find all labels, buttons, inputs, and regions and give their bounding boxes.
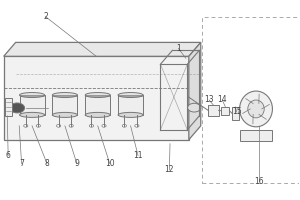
Circle shape (102, 124, 106, 127)
Ellipse shape (118, 112, 143, 117)
Bar (20, 95, 45, 115)
Polygon shape (189, 42, 201, 140)
Ellipse shape (85, 93, 110, 98)
Text: 10: 10 (105, 159, 115, 168)
Text: 8: 8 (45, 159, 50, 168)
Text: 7: 7 (19, 159, 24, 168)
Bar (118, 95, 143, 115)
Bar (208, 105, 219, 116)
Ellipse shape (118, 93, 143, 98)
Bar (4, 56, 189, 140)
Ellipse shape (20, 112, 45, 117)
Circle shape (89, 124, 94, 127)
Text: 9: 9 (74, 159, 79, 168)
Ellipse shape (85, 112, 110, 117)
Circle shape (10, 103, 25, 113)
Bar (221, 107, 230, 115)
Bar (85, 95, 110, 115)
Ellipse shape (20, 93, 45, 98)
Bar (202, 17, 299, 183)
Text: 14: 14 (218, 95, 227, 104)
Ellipse shape (52, 93, 77, 98)
Text: 6: 6 (6, 151, 10, 160)
Ellipse shape (248, 100, 264, 118)
Circle shape (135, 124, 139, 127)
Text: 12: 12 (165, 165, 174, 174)
Circle shape (36, 124, 40, 127)
Text: 1: 1 (176, 44, 181, 53)
Circle shape (69, 124, 73, 127)
Text: 13: 13 (204, 95, 214, 104)
Text: 15: 15 (232, 107, 242, 116)
Ellipse shape (52, 112, 77, 117)
Circle shape (24, 124, 28, 127)
Text: 11: 11 (133, 151, 143, 160)
Text: 2: 2 (43, 12, 48, 21)
Circle shape (122, 124, 126, 127)
Bar (5, 98, 12, 116)
Circle shape (188, 103, 201, 112)
Bar (52, 95, 77, 115)
Bar (240, 130, 272, 141)
Ellipse shape (240, 91, 272, 127)
Circle shape (56, 124, 61, 127)
Bar (232, 107, 239, 120)
Text: 16: 16 (254, 177, 264, 186)
Polygon shape (4, 42, 201, 56)
